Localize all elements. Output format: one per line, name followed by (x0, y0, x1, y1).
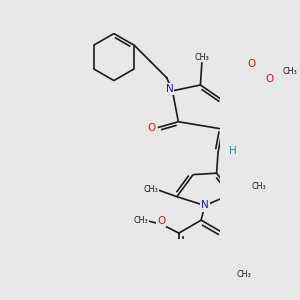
Text: O: O (148, 123, 156, 133)
Text: CH₃: CH₃ (252, 182, 267, 191)
Text: CH₃: CH₃ (143, 185, 158, 194)
Text: N: N (166, 84, 173, 94)
Text: CH₃: CH₃ (194, 52, 209, 62)
Text: CH₃: CH₃ (237, 270, 251, 279)
Text: O: O (157, 216, 165, 226)
Text: CH₃: CH₃ (133, 216, 148, 225)
Text: CH₃: CH₃ (283, 67, 297, 76)
Text: O: O (265, 74, 274, 84)
Text: N: N (201, 200, 209, 211)
Text: O: O (247, 59, 255, 69)
Text: H: H (229, 146, 237, 156)
